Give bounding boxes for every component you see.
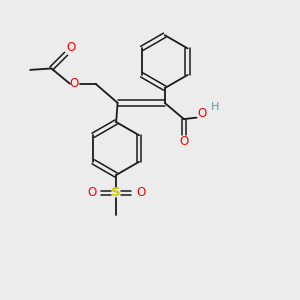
Text: O: O bbox=[67, 41, 76, 54]
Text: O: O bbox=[197, 107, 206, 120]
Text: H: H bbox=[211, 102, 219, 112]
Text: O: O bbox=[179, 135, 188, 148]
Text: O: O bbox=[136, 186, 145, 199]
Text: S: S bbox=[111, 186, 121, 199]
Text: O: O bbox=[70, 77, 79, 90]
Text: O: O bbox=[87, 186, 96, 199]
